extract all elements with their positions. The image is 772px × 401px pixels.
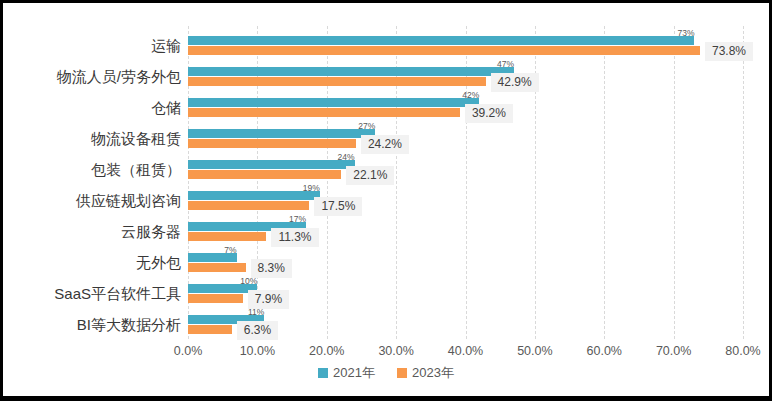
category-label: 物流设备租赁 bbox=[3, 119, 181, 150]
bar-2023 bbox=[188, 139, 356, 148]
chart-row: 供应链规划咨询 19% 17.5% bbox=[3, 181, 743, 212]
bar-2021 bbox=[188, 98, 479, 107]
bar-group: 42% 39.2% bbox=[188, 88, 743, 119]
category-label: 供应链规划咨询 bbox=[3, 181, 181, 212]
x-axis-tick: 50.0% bbox=[517, 344, 552, 358]
value-label-2023: 17.5% bbox=[314, 197, 362, 216]
value-label-2023: 11.3% bbox=[271, 228, 318, 247]
value-label-2023: 24.2% bbox=[361, 135, 409, 154]
bar-2021 bbox=[188, 67, 514, 76]
category-label: BI等大数据分析 bbox=[3, 305, 181, 336]
legend-item-2021: 2021年 bbox=[318, 364, 375, 382]
category-label: 物流人员/劳务外包 bbox=[3, 57, 181, 88]
bar-chart: 运输 73% 73.8% 物流人员/劳务外包 47% 42.9% 仓 bbox=[3, 3, 769, 396]
bar-2023 bbox=[188, 201, 309, 210]
chart-row: 云服务器 17% 11.3% bbox=[3, 212, 743, 243]
chart-frame: 运输 73% 73.8% 物流人员/劳务外包 47% 42.9% 仓 bbox=[3, 3, 769, 396]
legend-label-2023: 2023年 bbox=[412, 364, 454, 382]
value-label-2023: 73.8% bbox=[705, 42, 753, 61]
category-label: 无外包 bbox=[3, 243, 181, 274]
legend-label-2021: 2021年 bbox=[333, 364, 375, 382]
category-label: SaaS平台软件工具 bbox=[3, 274, 181, 305]
value-label-2021: 24% bbox=[337, 152, 354, 162]
bar-group: 11% 6.3% bbox=[188, 305, 743, 336]
category-label: 包装（租赁） bbox=[3, 150, 181, 181]
x-axis-tick: 70.0% bbox=[656, 344, 691, 358]
x-axis-tick: 30.0% bbox=[378, 344, 413, 358]
value-label-2023: 22.1% bbox=[346, 166, 394, 185]
bar-2023 bbox=[188, 325, 232, 334]
chart-row: 仓储 42% 39.2% bbox=[3, 88, 743, 119]
bar-group: 73% 73.8% bbox=[188, 26, 743, 57]
bar-2021 bbox=[188, 160, 355, 169]
bar-group: 27% 24.2% bbox=[188, 119, 743, 150]
value-label-2023: 6.3% bbox=[237, 321, 278, 340]
chart-row: 无外包 7% 8.3% bbox=[3, 243, 743, 274]
value-label-2021: 7% bbox=[224, 245, 236, 255]
value-label-2021: 19% bbox=[303, 183, 320, 193]
chart-row: 物流设备租赁 27% 24.2% bbox=[3, 119, 743, 150]
x-axis-tick: 60.0% bbox=[587, 344, 622, 358]
bar-2023 bbox=[188, 170, 341, 179]
bar-2023 bbox=[188, 294, 243, 303]
value-label-2023: 7.9% bbox=[248, 290, 289, 309]
value-label-2021: 73% bbox=[677, 28, 694, 38]
bar-2021 bbox=[188, 36, 694, 45]
x-axis-tick: 10.0% bbox=[240, 344, 275, 358]
bar-2023 bbox=[188, 108, 460, 117]
bar-2023 bbox=[188, 263, 246, 272]
bar-group: 10% 7.9% bbox=[188, 274, 743, 305]
value-label-2023: 8.3% bbox=[251, 259, 292, 278]
bar-group: 7% 8.3% bbox=[188, 243, 743, 274]
value-label-2021: 27% bbox=[358, 121, 375, 131]
bar-group: 19% 17.5% bbox=[188, 181, 743, 212]
bar-2021 bbox=[188, 191, 320, 200]
x-axis-tick: 80.0% bbox=[725, 344, 760, 358]
category-label: 仓储 bbox=[3, 88, 181, 119]
chart-row: 物流人员/劳务外包 47% 42.9% bbox=[3, 57, 743, 88]
value-label-2021: 47% bbox=[497, 59, 514, 69]
value-label-2021: 42% bbox=[462, 90, 479, 100]
category-label: 运输 bbox=[3, 26, 181, 57]
x-axis-tick: 40.0% bbox=[448, 344, 483, 358]
category-label: 云服务器 bbox=[3, 212, 181, 243]
bar-group: 17% 11.3% bbox=[188, 212, 743, 243]
chart-rows: 运输 73% 73.8% 物流人员/劳务外包 47% 42.9% 仓 bbox=[3, 26, 743, 336]
legend-swatch-2023 bbox=[397, 368, 407, 378]
chart-row: 运输 73% 73.8% bbox=[3, 26, 743, 57]
bar-group: 47% 42.9% bbox=[188, 57, 743, 88]
value-label-2021: 17% bbox=[289, 214, 306, 224]
x-axis-tick: 0.0% bbox=[174, 344, 203, 358]
chart-legend: 2021年 2023年 bbox=[3, 364, 769, 382]
gridline bbox=[743, 26, 744, 339]
bar-2023 bbox=[188, 46, 700, 55]
value-label-2023: 39.2% bbox=[465, 104, 513, 123]
bar-2023 bbox=[188, 232, 266, 241]
bar-2023 bbox=[188, 77, 486, 86]
legend-item-2023: 2023年 bbox=[397, 364, 454, 382]
x-axis-tick: 20.0% bbox=[309, 344, 344, 358]
legend-swatch-2021 bbox=[318, 368, 328, 378]
chart-row: SaaS平台软件工具 10% 7.9% bbox=[3, 274, 743, 305]
chart-row: BI等大数据分析 11% 6.3% bbox=[3, 305, 743, 336]
value-label-2023: 42.9% bbox=[491, 73, 539, 92]
chart-row: 包装（租赁） 24% 22.1% bbox=[3, 150, 743, 181]
x-axis: 0.0% 10.0% 20.0% 30.0% 40.0% 50.0% 60.0%… bbox=[188, 344, 743, 359]
bar-group: 24% 22.1% bbox=[188, 150, 743, 181]
bar-2021 bbox=[188, 129, 375, 138]
